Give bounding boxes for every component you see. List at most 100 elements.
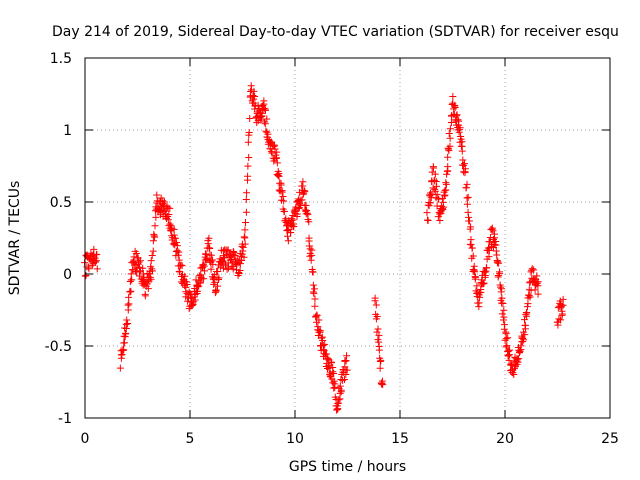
data-point-marker: [284, 232, 292, 240]
data-point-marker: [343, 352, 351, 360]
data-point-marker: [239, 243, 247, 251]
data-point-marker: [241, 234, 249, 242]
data-point-marker: [215, 274, 223, 282]
data-point-marker: [337, 388, 345, 396]
data-point-marker: [327, 359, 335, 367]
data-point-marker: [196, 279, 204, 287]
data-point-marker: [514, 358, 522, 366]
data-point-marker: [313, 311, 321, 319]
data-point-marker: [316, 327, 324, 335]
data-point-marker: [498, 294, 506, 302]
data-point-marker: [153, 191, 161, 199]
y-axis-label: SDTVAR / TECUs: [7, 181, 23, 296]
data-point-marker: [129, 266, 137, 274]
data-point-marker: [132, 250, 140, 258]
data-point-marker: [373, 312, 381, 320]
data-point-marker: [456, 124, 464, 132]
data-point-marker: [528, 265, 536, 273]
data-point-marker: [556, 316, 564, 324]
data-point-marker: [136, 257, 144, 265]
data-point-marker: [492, 241, 500, 249]
data-point-marker: [271, 145, 279, 153]
data-point-marker: [214, 282, 222, 290]
data-point-marker: [117, 354, 125, 362]
data-point-marker: [502, 335, 510, 343]
data-point-marker: [469, 252, 477, 260]
data-point-marker: [447, 118, 455, 126]
data-point-marker: [440, 192, 448, 200]
data-point-marker: [319, 337, 327, 345]
x-axis-label: GPS time / hours: [289, 459, 406, 475]
data-point-marker: [291, 206, 299, 214]
data-point-marker: [88, 261, 96, 269]
data-point-marker: [194, 283, 202, 291]
data-point-marker: [468, 244, 476, 252]
data-point-marker: [485, 246, 493, 254]
data-point-marker: [453, 111, 461, 119]
data-point-marker: [141, 292, 149, 300]
data-point-marker: [175, 248, 183, 256]
data-point-marker: [458, 147, 466, 155]
data-point-marker: [455, 128, 463, 136]
data-point-marker: [449, 93, 457, 101]
data-point-marker: [309, 281, 317, 289]
x-tick-label: 20: [496, 431, 514, 447]
data-point-marker: [441, 191, 449, 199]
data-point-marker: [171, 234, 179, 242]
data-point-marker: [240, 253, 248, 261]
data-point-marker: [465, 217, 473, 225]
data-point-marker: [136, 268, 144, 276]
data-point-marker: [211, 278, 219, 286]
data-points: [81, 82, 567, 414]
data-point-marker: [446, 142, 454, 150]
data-point-marker: [500, 306, 508, 314]
data-point-marker: [451, 103, 459, 111]
data-point-marker: [149, 247, 157, 255]
data-point-marker: [280, 207, 288, 215]
data-point-marker: [317, 342, 325, 350]
data-point-marker: [475, 299, 483, 307]
data-point-marker: [122, 330, 130, 338]
data-point-marker: [496, 270, 504, 278]
data-point-marker: [521, 325, 529, 333]
data-point-marker: [207, 251, 215, 259]
data-point-marker: [320, 346, 328, 354]
data-point-marker: [147, 275, 155, 283]
data-point-marker: [483, 264, 491, 272]
data-point-marker: [120, 339, 128, 347]
data-point-marker: [427, 189, 435, 197]
data-point-marker: [459, 161, 467, 169]
data-point-marker: [85, 265, 93, 273]
data-point-marker: [429, 163, 437, 171]
data-point-marker: [336, 382, 344, 390]
data-point-marker: [426, 199, 434, 207]
data-point-marker: [191, 296, 199, 304]
data-point-marker: [510, 370, 518, 378]
data-point-marker: [556, 297, 564, 305]
data-point-marker: [151, 222, 159, 230]
data-point-marker: [521, 331, 529, 339]
data-point-marker: [260, 97, 268, 105]
data-point-marker: [375, 338, 383, 346]
data-point-marker: [442, 179, 450, 187]
data-point-marker: [212, 286, 220, 294]
data-point-marker: [199, 261, 207, 269]
data-point-marker: [498, 310, 506, 318]
data-point-marker: [503, 342, 511, 350]
data-point-marker: [178, 262, 186, 270]
data-point-marker: [290, 222, 298, 230]
data-point-marker: [446, 125, 454, 133]
data-point-marker: [433, 182, 441, 190]
data-point-marker: [289, 216, 297, 224]
data-point-marker: [523, 309, 531, 317]
data-point-marker: [519, 338, 527, 346]
data-point-marker: [183, 281, 191, 289]
data-point-marker: [245, 154, 253, 162]
data-point-marker: [485, 253, 493, 261]
data-point-marker: [173, 239, 181, 247]
data-point-marker: [335, 396, 343, 404]
data-point-marker: [480, 280, 488, 288]
data-point-marker: [462, 184, 470, 192]
data-point-marker: [525, 292, 533, 300]
data-point-marker: [273, 154, 281, 162]
